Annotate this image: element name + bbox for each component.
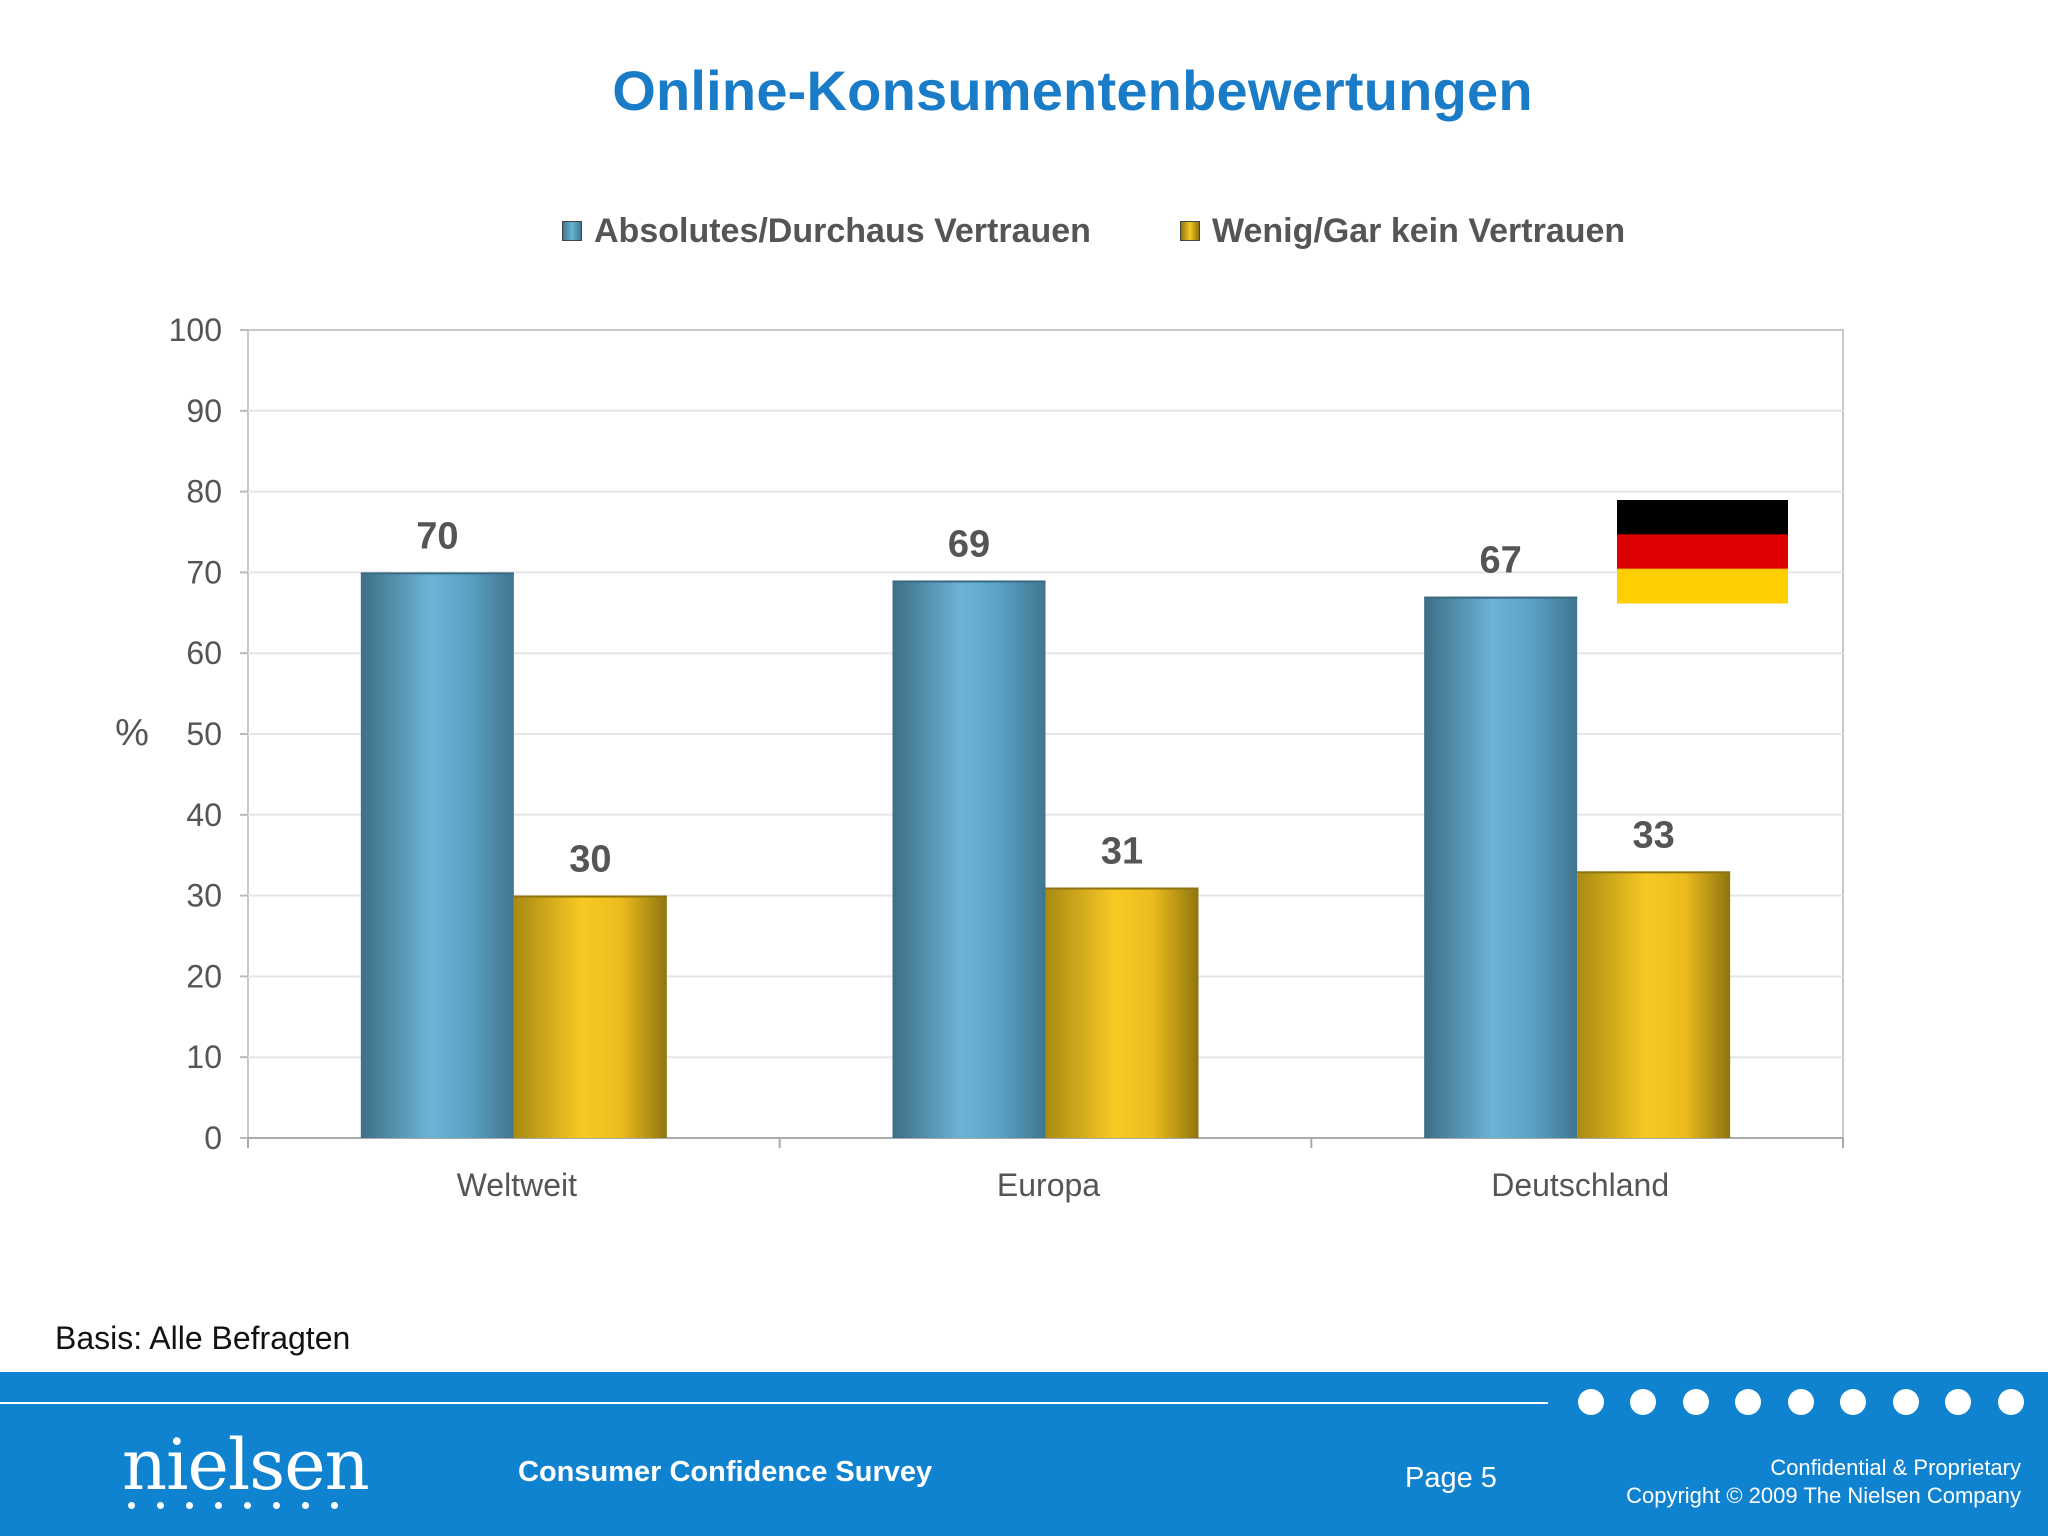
x-tick-label: Europa — [997, 1167, 1100, 1203]
legend-swatch-series-2 — [1180, 221, 1200, 241]
dot-icon — [128, 1502, 135, 1509]
dot-icon — [1683, 1389, 1709, 1415]
data-label: 30 — [569, 839, 611, 881]
y-tick-label: 80 — [186, 474, 222, 510]
bar-distrust — [513, 895, 667, 1138]
bar-distrust — [1045, 887, 1199, 1138]
y-tick-label: 100 — [169, 312, 222, 348]
y-tick-label: 20 — [186, 958, 222, 994]
legend-item-series-1: Absolutes/Durchaus Vertrauen — [562, 206, 1091, 256]
legend-label-series-1: Absolutes/Durchaus Vertrauen — [594, 211, 1091, 250]
bar-top-edge — [1577, 871, 1731, 874]
page-number: Page 5 — [1405, 1462, 1497, 1494]
y-axis-label: % — [115, 712, 149, 754]
dot-icon — [1893, 1389, 1919, 1415]
footer-bar: nielsen Consumer Confidence Survey Page … — [0, 1372, 2048, 1536]
bar-chart: 0 10 20 30 40 50 60 70 80 90 100% Weltweit 70 30 Europ… — [115, 312, 1844, 1203]
dot-icon — [273, 1502, 280, 1509]
dot-icon — [331, 1502, 338, 1509]
y-tick-label: 60 — [186, 635, 222, 671]
dot-icon — [302, 1502, 309, 1509]
bar-trust — [360, 572, 514, 1138]
dot-icon — [1788, 1389, 1814, 1415]
dot-icon — [1840, 1389, 1866, 1415]
nielsen-logo: nielsen — [122, 1424, 370, 1506]
y-tick-label: 10 — [186, 1039, 222, 1075]
chart-legend: Absolutes/Durchaus Vertrauen Wenig/Gar k… — [0, 206, 2048, 256]
germany-flag-icon — [1617, 568, 1788, 604]
bar-top-edge — [360, 572, 514, 575]
legend-item-series-2: Wenig/Gar kein Vertrauen — [1180, 206, 1625, 256]
confidentiality-notice: Confidential & Proprietary Copyright © 2… — [1626, 1454, 2021, 1510]
logo-dots-decoration — [128, 1502, 368, 1512]
bar-top-edge — [513, 895, 667, 898]
data-label: 31 — [1101, 831, 1143, 873]
legend-label-series-2: Wenig/Gar kein Vertrauen — [1212, 211, 1626, 250]
germany-flag-icon — [1617, 534, 1788, 570]
bar-top-edge — [1045, 887, 1199, 890]
dot-icon — [1735, 1389, 1761, 1415]
confidential-label: Confidential & Proprietary — [1770, 1455, 2021, 1480]
germany-flag-icon — [1617, 500, 1788, 535]
footer-divider-line — [0, 1402, 1548, 1404]
legend-swatch-series-1 — [562, 221, 582, 241]
bar-top-edge — [1424, 596, 1578, 599]
dot-icon — [215, 1502, 222, 1509]
bar-trust — [1424, 596, 1578, 1138]
bar-trust — [892, 580, 1046, 1138]
bar-distrust — [1577, 871, 1731, 1138]
dot-icon — [1630, 1389, 1656, 1415]
y-tick-label: 50 — [186, 716, 222, 752]
data-label: 33 — [1633, 814, 1675, 856]
data-label: 70 — [416, 515, 458, 557]
dot-icon — [1945, 1389, 1971, 1415]
copyright-label: Copyright © 2009 The Nielsen Company — [1626, 1483, 2021, 1508]
dot-icon — [1578, 1389, 1604, 1415]
y-tick-label: 70 — [186, 554, 222, 590]
footer-dots-decoration — [1578, 1389, 2038, 1417]
dot-icon — [157, 1502, 164, 1509]
x-tick-label: Deutschland — [1491, 1167, 1669, 1203]
dot-icon — [1998, 1389, 2024, 1415]
y-tick-label: 90 — [186, 393, 222, 429]
x-tick-label: Weltweit — [457, 1167, 577, 1203]
dot-icon — [186, 1502, 193, 1509]
dot-icon — [244, 1502, 251, 1509]
data-label: 67 — [1480, 540, 1522, 582]
data-label: 69 — [948, 523, 990, 565]
page-title: Online-Konsumentenbewertungen — [612, 59, 1533, 122]
basis-note: Basis: Alle Befragten — [55, 1320, 351, 1356]
y-tick-label: 40 — [186, 797, 222, 833]
y-tick-label: 30 — [186, 878, 222, 914]
y-tick-label: 0 — [204, 1120, 222, 1156]
survey-name: Consumer Confidence Survey — [518, 1456, 933, 1488]
bar-top-edge — [892, 580, 1046, 583]
